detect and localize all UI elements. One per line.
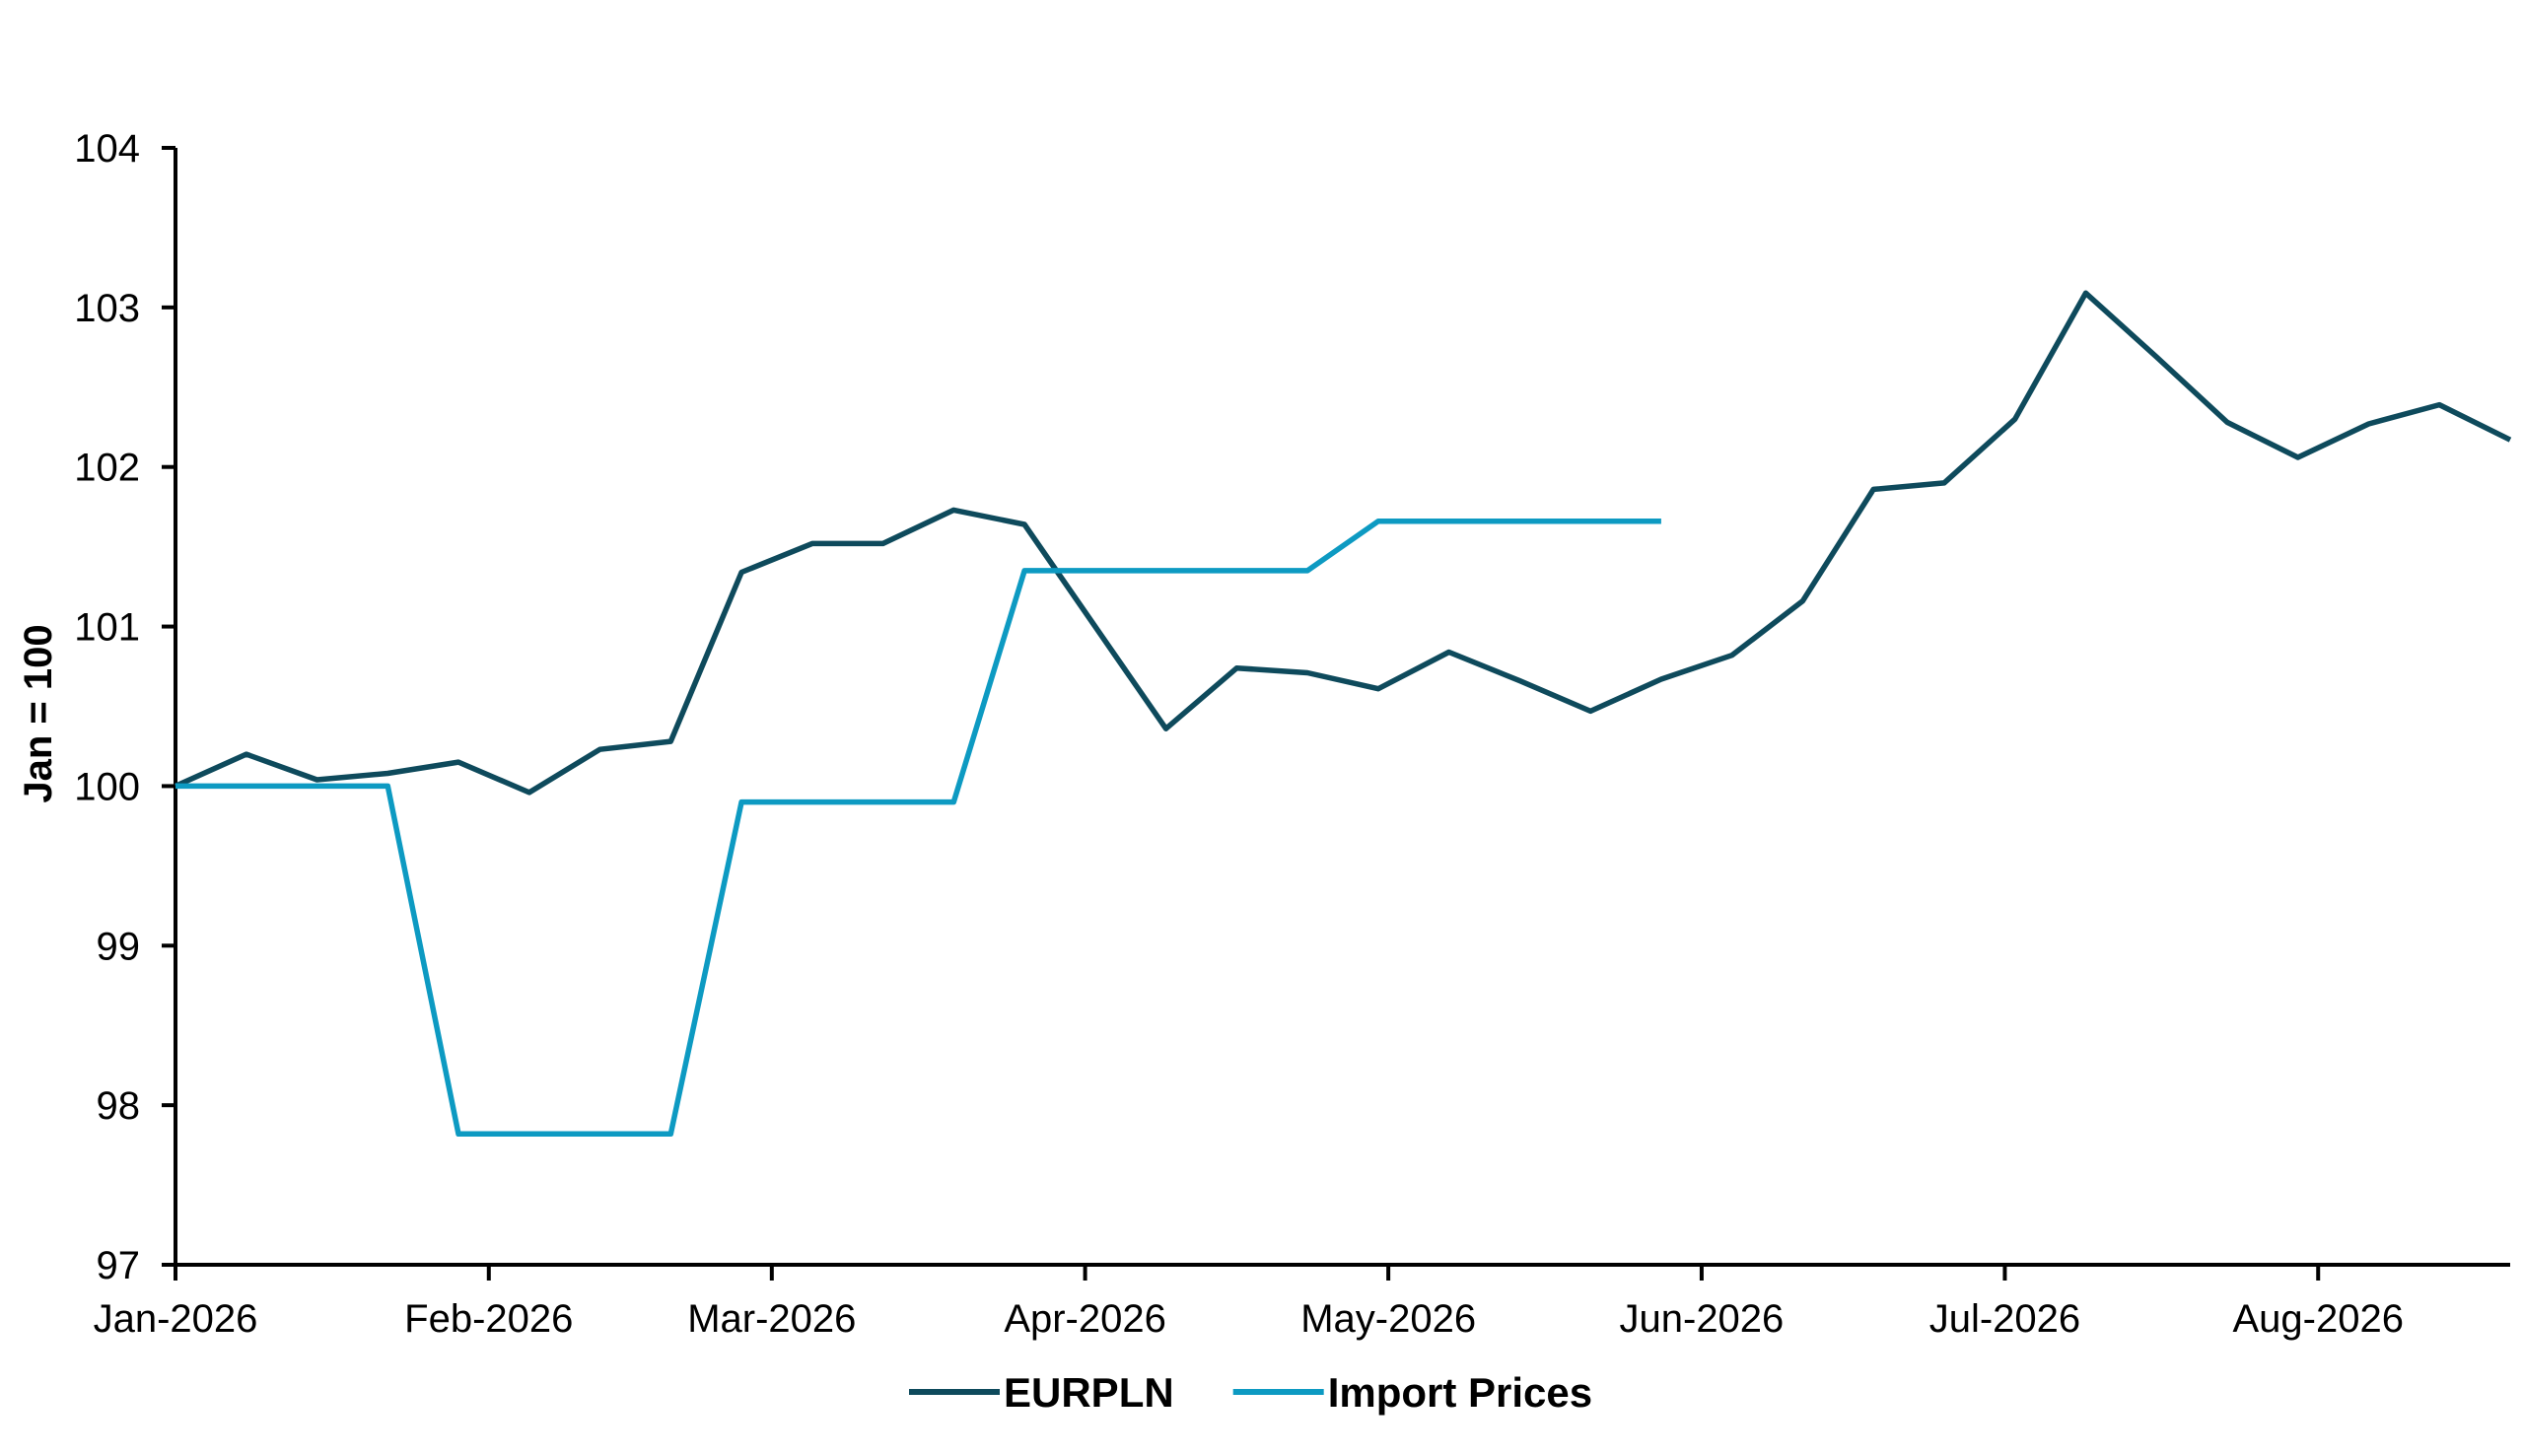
x-tick-label: Jul-2026: [1929, 1297, 2080, 1341]
y-tick-label: 102: [74, 447, 140, 490]
y-tick-label: 104: [74, 127, 140, 171]
x-tick-label: Jan-2026: [94, 1297, 258, 1341]
legend-label: EURPLN: [1004, 1369, 1174, 1416]
y-tick-label: 98: [97, 1084, 141, 1128]
y-tick-label: 99: [97, 925, 141, 968]
x-tick-label: Feb-2026: [404, 1297, 573, 1341]
y-tick-label: 97: [97, 1244, 141, 1287]
y-ticks: 97 98 99 100 101 102 103 104: [74, 127, 175, 1287]
x-tick-label: Apr-2026: [1004, 1297, 1166, 1341]
y-tick-label: 103: [74, 287, 140, 330]
x-ticks: Jan-2026 Feb-2026 Mar-2026 Apr-2026 May-2026…: [94, 1265, 2404, 1341]
x-tick-label: May-2026: [1300, 1297, 1476, 1341]
y-tick-label: 101: [74, 606, 140, 650]
series-layer: [174, 290, 2512, 1138]
x-tick-label: Mar-2026: [687, 1297, 856, 1341]
axes: [174, 148, 2510, 1267]
y-tick-label: 100: [74, 765, 140, 808]
x-tick-label: Jun-2026: [1620, 1297, 1785, 1341]
series-line-import-prices: [175, 518, 1661, 1138]
legend-label: Import Prices: [1328, 1369, 1592, 1416]
series-line-eurpln: [174, 290, 2512, 796]
legend: EURPLN Import Prices: [909, 1369, 1592, 1416]
y-axis-title: Jan = 100: [17, 624, 60, 802]
x-tick-label: Aug-2026: [2232, 1297, 2403, 1341]
